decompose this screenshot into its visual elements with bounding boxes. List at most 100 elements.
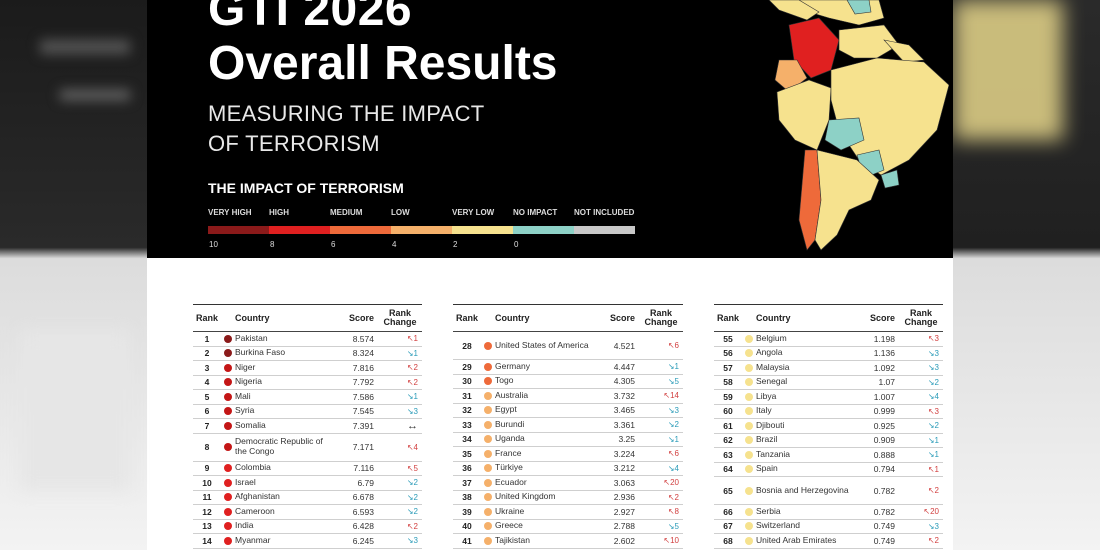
score-cell: 4.305	[613, 376, 635, 387]
legend-label: VERY HIGH	[208, 208, 252, 217]
legend-swatch	[574, 226, 635, 234]
country-cell: Ecuador	[495, 476, 527, 487]
impact-dot	[224, 493, 232, 502]
impact-dot	[484, 420, 492, 429]
rank-change-cell: ↘2	[406, 492, 418, 502]
country-cell: Burkina Faso	[235, 347, 286, 358]
country-cell: Afghanistan	[235, 491, 280, 502]
impact-dot	[745, 378, 753, 387]
rank-cell: 62	[723, 435, 733, 446]
table-row: 60 Italy 0.999 ↖3	[714, 405, 943, 419]
country-cell: Türkiye	[495, 462, 523, 473]
country-cell: Burundi	[495, 418, 525, 429]
country-cell: Mali	[235, 390, 251, 401]
rank-change-cell: ↖20	[663, 478, 679, 488]
impact-dot	[745, 363, 753, 372]
rank-cell: 4	[204, 377, 210, 388]
impact-dot	[745, 536, 753, 545]
score-cell: 7.391	[352, 420, 374, 431]
impact-dot	[224, 334, 232, 343]
table-row: 67 Switzerland 0.749 ↘3	[714, 520, 943, 534]
impact-dot	[224, 378, 232, 387]
table-row: 1 Pakistan 8.574 ↖1	[193, 332, 422, 347]
legend-value: 6	[331, 240, 336, 249]
country-cell: Pakistan	[235, 332, 268, 343]
country-cell: France	[495, 447, 522, 458]
rank-change-cell: ↖8	[667, 507, 679, 517]
impact-dot	[745, 349, 753, 358]
impact-dot	[484, 464, 492, 473]
impact-dot	[745, 465, 753, 474]
table-row: 32 Egypt 3.465 ↘3	[453, 404, 683, 418]
rank-change-cell: ↖1	[406, 334, 418, 344]
score-cell: 0.749	[873, 521, 895, 532]
rank-change-cell: ↔	[407, 419, 418, 432]
rank-change-header: Rank Change	[383, 308, 417, 327]
rank-change-cell: ↘2	[406, 507, 418, 517]
table-row: 65 Bosnia and Herzegovina 0.782 ↖2	[714, 477, 943, 505]
legend-swatch	[452, 226, 513, 234]
rank-cell: 36	[462, 463, 472, 474]
rank-cell: 41	[462, 535, 472, 546]
country-cell: United Kingdom	[495, 491, 556, 502]
impact-dot	[224, 407, 232, 416]
rank-change-cell: ↘2	[406, 478, 418, 488]
score-cell: 7.586	[352, 391, 374, 402]
table-row: 61 Djibouti 0.925 ↘2	[714, 419, 943, 434]
rank-cell: 3	[204, 362, 210, 373]
table-row: 8 Democratic Republic of the Congo 7.171 ↖4	[193, 434, 422, 462]
score-cell: 7.792	[352, 377, 374, 388]
table-row: 68 United Arab Emirates 0.749 ↖2	[714, 534, 943, 549]
score-cell: 4.521	[613, 340, 635, 351]
impact-dot	[224, 464, 232, 473]
table-row: 56 Angola 1.136 ↘3	[714, 347, 943, 361]
country-cell: Tajikistan	[495, 534, 530, 545]
impact-dot	[224, 363, 232, 372]
rank-cell: 8	[204, 442, 210, 452]
country-cell: Uganda	[495, 433, 525, 444]
impact-dot	[745, 450, 753, 459]
rank-change-cell: ↘3	[406, 406, 418, 416]
country-cell: Djibouti	[756, 419, 785, 430]
rank-cell: 39	[462, 506, 472, 517]
score-cell: 1.198	[873, 333, 895, 344]
rank-change-cell: ↘1	[667, 362, 679, 372]
country-cell: Cameroon	[235, 505, 275, 516]
table-row: 4 Nigeria 7.792 ↖2	[193, 376, 422, 390]
rankings-table-3: Rank Country Score Rank Change 55 Belgium 1.198…	[714, 304, 943, 549]
rank-cell: 28	[462, 340, 472, 351]
impact-dot	[484, 391, 492, 400]
table-row: 31 Australia 3.732 ↖14	[453, 389, 683, 404]
legend-label: NOT INCLUDED	[574, 208, 635, 217]
rank-cell: 57	[723, 362, 733, 373]
rank-change-cell: ↖3	[927, 406, 939, 416]
table-row: 36 Türkiye 3.212 ↘4	[453, 462, 683, 476]
poster-title-line2: Overall Results	[208, 37, 558, 90]
impact-dot	[745, 486, 753, 495]
score-cell: 0.999	[873, 406, 895, 417]
table-row: 64 Spain 0.794 ↖1	[714, 463, 943, 477]
rank-change-header: Rank Change	[644, 308, 678, 327]
country-cell: Egypt	[495, 404, 517, 415]
rank-change-cell: ↘1	[927, 435, 939, 445]
rank-change-cell: ↘3	[927, 348, 939, 358]
table-row: 58 Senegal 1.07 ↘2	[714, 376, 943, 390]
table-row: 13 India 6.428 ↖2	[193, 520, 422, 534]
impact-dot	[484, 406, 492, 415]
legend-title: THE IMPACT OF TERRORISM	[208, 180, 404, 196]
country-cell: Syria	[235, 405, 255, 416]
rank-change-cell: ↖1	[927, 464, 939, 474]
table-row: 57 Malaysia 1.092 ↘3	[714, 361, 943, 376]
score-header: Score	[348, 313, 374, 323]
country-cell: Belgium	[756, 332, 787, 343]
score-cell: 8.324	[352, 348, 374, 359]
rank-cell: 7	[204, 420, 210, 431]
rankings-table-2: Rank Country Score Rank Change 28 United State…	[453, 304, 683, 549]
country-header: Country	[235, 312, 270, 323]
score-cell: 7.816	[352, 362, 374, 373]
country-cell: India	[235, 520, 254, 531]
impact-dot	[224, 507, 232, 516]
impact-dot	[745, 407, 753, 416]
score-cell: 0.782	[873, 506, 895, 517]
impact-dot	[484, 536, 492, 545]
